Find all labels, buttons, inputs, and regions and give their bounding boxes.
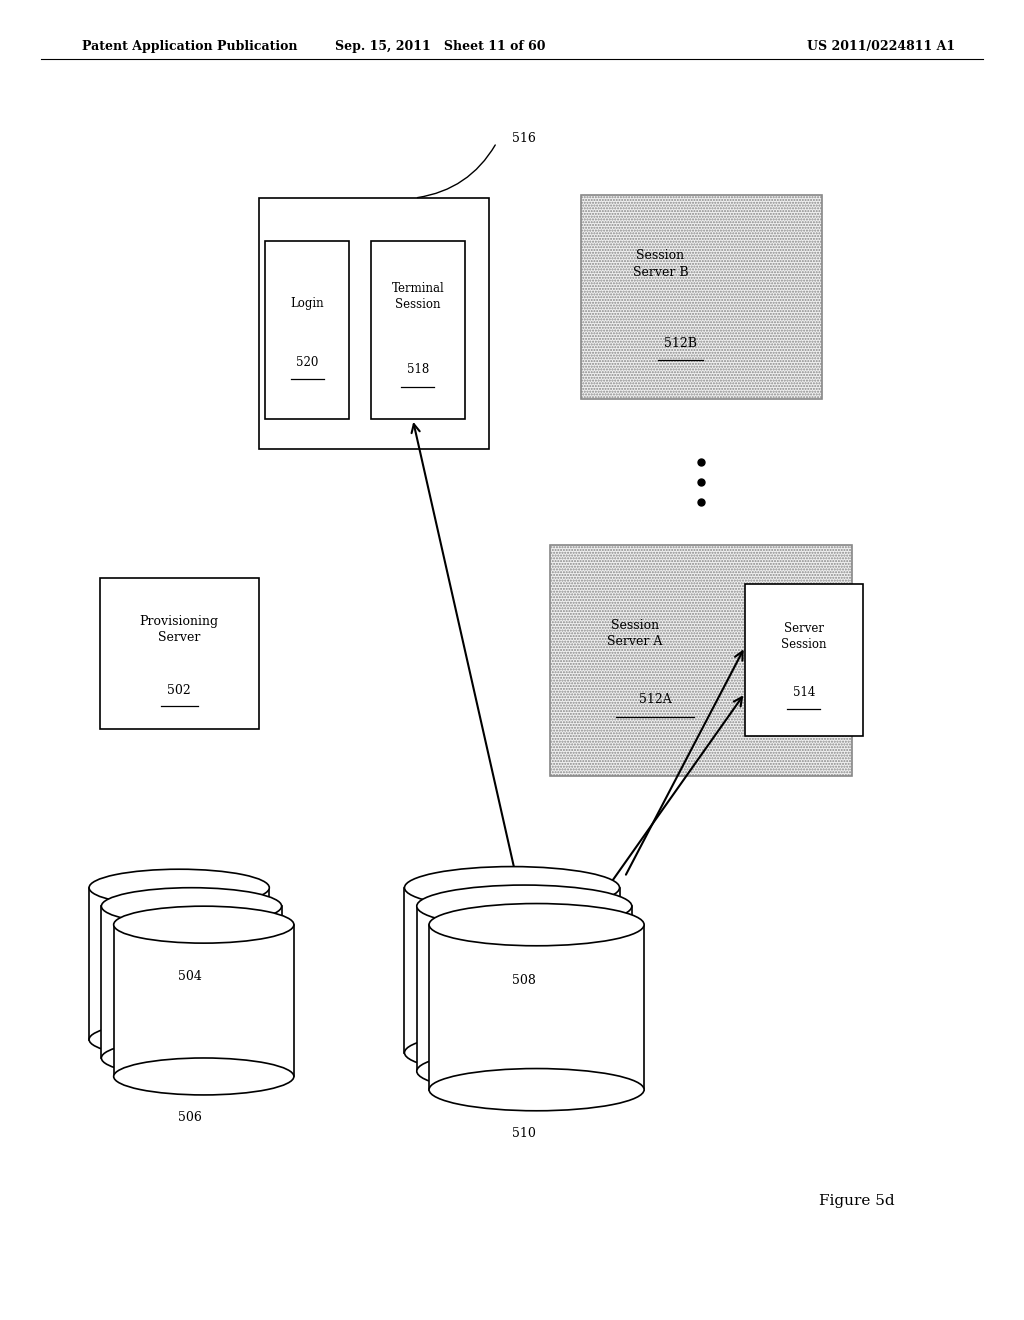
Text: 512B: 512B	[665, 337, 697, 350]
Ellipse shape	[417, 884, 632, 927]
Text: 502: 502	[167, 684, 191, 697]
Text: US 2011/0224811 A1: US 2011/0224811 A1	[807, 40, 954, 53]
Bar	[404, 887, 620, 1053]
Text: 512A: 512A	[639, 693, 672, 706]
Ellipse shape	[89, 869, 269, 907]
Bar	[114, 924, 294, 1077]
Bar	[582, 194, 822, 399]
Text: Server
Session: Server Session	[781, 622, 826, 651]
Bar	[551, 545, 852, 776]
Bar	[417, 906, 632, 1072]
Bar	[258, 198, 489, 449]
Text: 516: 516	[512, 132, 536, 145]
Bar	[371, 242, 465, 420]
Bar	[101, 906, 282, 1059]
Ellipse shape	[114, 1059, 294, 1096]
Ellipse shape	[429, 903, 644, 945]
Text: Provisioning
Server: Provisioning Server	[139, 615, 219, 644]
Bar	[89, 887, 269, 1040]
Text: Figure 5d: Figure 5d	[819, 1195, 895, 1208]
Ellipse shape	[429, 1069, 644, 1110]
Text: 508: 508	[512, 974, 537, 987]
Ellipse shape	[417, 1051, 632, 1093]
Text: 506: 506	[177, 1111, 202, 1123]
Text: Session
Server B: Session Server B	[633, 249, 688, 279]
Ellipse shape	[114, 906, 294, 942]
Text: 518: 518	[407, 363, 429, 376]
Bar	[99, 578, 258, 729]
Text: Sep. 15, 2011   Sheet 11 of 60: Sep. 15, 2011 Sheet 11 of 60	[335, 40, 546, 53]
Bar	[429, 924, 644, 1090]
Text: Login: Login	[291, 297, 324, 310]
Text: 510: 510	[512, 1127, 537, 1139]
Ellipse shape	[404, 1032, 620, 1074]
Ellipse shape	[101, 1040, 282, 1077]
Text: 520: 520	[296, 356, 318, 370]
Text: Session
Server A: Session Server A	[607, 619, 663, 648]
Text: 504: 504	[177, 970, 202, 983]
Ellipse shape	[404, 866, 620, 908]
Text: Terminal
Session: Terminal Session	[391, 282, 444, 312]
Text: Patent Application Publication: Patent Application Publication	[82, 40, 297, 53]
Ellipse shape	[89, 1022, 269, 1059]
Bar	[745, 583, 862, 737]
Ellipse shape	[101, 887, 282, 924]
Text: 514: 514	[793, 686, 815, 700]
Bar	[265, 242, 349, 420]
